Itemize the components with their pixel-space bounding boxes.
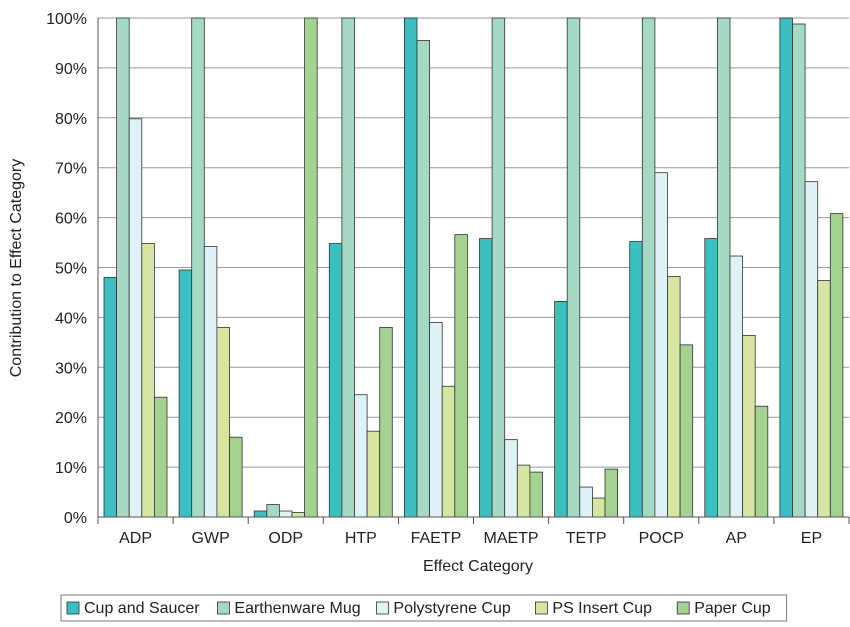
bar-polystyrene-cup [278, 510, 293, 518]
bar-paper-cup [604, 468, 619, 518]
y-tick-label: 0% [64, 510, 87, 527]
y-tick-label: 80% [55, 111, 87, 128]
legend-frame [60, 594, 788, 622]
bar-ps-insert-cup [141, 243, 155, 518]
bar-paper-cup [454, 234, 468, 518]
bar-polystyrene-cup [579, 486, 593, 518]
bar-paper-cup [754, 405, 769, 518]
y-axis-title: Contribution to Effect Category [8, 159, 25, 378]
bar-paper-cup [229, 436, 243, 518]
bar-ps-insert-cup [366, 430, 381, 518]
legend-swatch [66, 601, 80, 615]
bar-polystyrene-cup [504, 439, 518, 518]
bar-polystyrene-cup [729, 255, 744, 518]
bar-paper-cup [153, 396, 168, 518]
bar-cup-and-saucer [328, 243, 343, 518]
y-tick-label: 70% [55, 161, 87, 178]
legend-swatch [375, 601, 389, 615]
bar-paper-cup [304, 17, 318, 518]
x-tick-label: POCP [639, 530, 684, 547]
y-tick-label: 10% [55, 460, 87, 477]
legend-swatch [535, 601, 548, 615]
bar-cup-and-saucer [103, 277, 118, 518]
bar-cup-and-saucer [479, 238, 493, 518]
bar-earthenware-mug [641, 17, 656, 518]
legend-label: Cup and Saucer [84, 600, 200, 617]
bar-paper-cup [529, 471, 543, 518]
bar-earthenware-mug [266, 504, 280, 518]
legend-swatch [676, 601, 690, 615]
bar-earthenware-mug [792, 23, 806, 518]
legend-swatch [216, 601, 230, 615]
bar-ps-insert-cup [667, 276, 681, 518]
bar-polystyrene-cup [128, 118, 143, 518]
y-tick-label: 60% [55, 211, 87, 228]
x-tick-label: EP [801, 530, 822, 547]
x-tick-label: GWP [192, 530, 230, 547]
bar-cup-and-saucer [554, 301, 568, 518]
bar-earthenware-mug [191, 17, 205, 518]
bar-cup-and-saucer [178, 269, 193, 518]
bar-earthenware-mug [566, 17, 581, 518]
bar-polystyrene-cup [804, 181, 819, 518]
bar-polystyrene-cup [203, 246, 218, 518]
bar-paper-cup [379, 326, 393, 518]
y-tick-label: 90% [55, 61, 87, 78]
x-tick-label: MAETP [483, 530, 538, 547]
bar-earthenware-mug [116, 17, 130, 518]
bar-ps-insert-cup [742, 334, 756, 518]
bar-earthenware-mug [491, 17, 506, 518]
bar-ps-insert-cup [216, 326, 230, 518]
y-tick-label: 50% [55, 261, 87, 278]
bar-paper-cup [829, 213, 844, 518]
x-tick-label: ODP [268, 530, 303, 547]
bar-earthenware-mug [416, 40, 431, 518]
bars [103, 17, 844, 518]
bar-cup-and-saucer [629, 241, 643, 518]
bar-ps-insert-cup [516, 464, 531, 518]
x-tick-label: TETP [566, 530, 607, 547]
bar-cup-and-saucer [779, 17, 793, 518]
bar-cup-and-saucer [704, 238, 718, 518]
legend-label: Polystyrene Cup [393, 600, 510, 617]
bar-earthenware-mug [717, 17, 731, 518]
x-tick-label: ADP [119, 530, 152, 547]
y-tick-label: 40% [55, 310, 87, 327]
x-axis-title: Effect Category [423, 558, 533, 575]
bar-cup-and-saucer [253, 510, 268, 518]
bar-cup-and-saucer [403, 17, 418, 518]
x-tick-label: FAETP [411, 530, 462, 547]
bar-paper-cup [679, 344, 694, 518]
bar-earthenware-mug [341, 17, 355, 518]
bar-polystyrene-cup [654, 172, 668, 518]
axes: 0% 10% 20% 30% 40% 50% 60% 70% 80% 90% 100% ADP GWP O… [46, 11, 850, 547]
legend-label: PS Insert Cup [552, 600, 652, 617]
legend-label: Paper Cup [694, 600, 771, 617]
bar-ps-insert-cup [441, 385, 456, 518]
legend-label: Earthenware Mug [234, 600, 360, 617]
legend: Cup and Saucer Earthenware Mug Polystyrene… [60, 594, 788, 622]
y-tick-label: 20% [55, 410, 87, 427]
bar-polystyrene-cup [354, 394, 368, 518]
y-tick-label: 100% [46, 11, 87, 28]
x-tick-label: HTP [345, 530, 377, 547]
bar-ps-insert-cup [592, 497, 606, 518]
bar-ps-insert-cup [817, 280, 831, 518]
y-tick-label: 30% [55, 360, 87, 377]
x-tick-label: AP [726, 530, 747, 547]
bar-polystyrene-cup [429, 321, 443, 518]
bar-ps-insert-cup [291, 512, 306, 518]
